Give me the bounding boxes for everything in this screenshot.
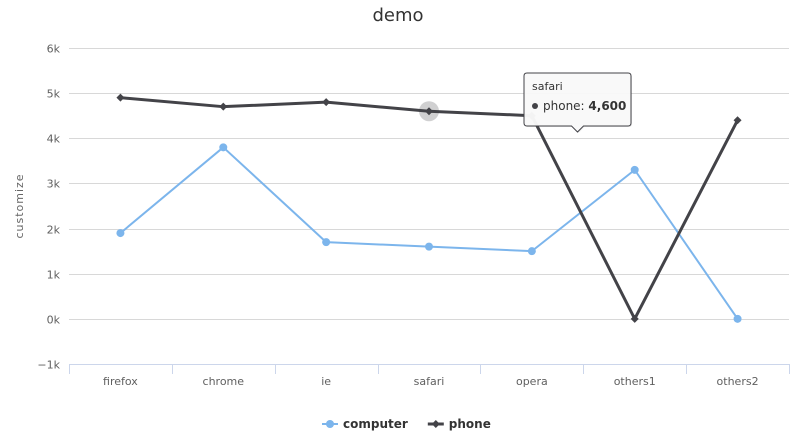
tooltip-box: [523, 72, 632, 133]
y-axis-label: customize: [13, 173, 26, 238]
data-point[interactable]: [425, 242, 433, 251]
tooltip-series-label: phone:: [543, 99, 588, 113]
data-point[interactable]: [116, 93, 125, 102]
data-point[interactable]: [322, 98, 331, 107]
x-tick-label: firefox: [103, 375, 138, 388]
series-line-phone: [118, 96, 740, 321]
y-tick-label: 1k: [47, 269, 61, 282]
series-layer: [116, 93, 742, 323]
data-point[interactable]: [630, 314, 639, 323]
grid-lines: [69, 48, 789, 320]
x-tick-label: others1: [614, 375, 656, 388]
legend-item-computer[interactable]: computer: [322, 417, 408, 431]
legend-label: computer: [343, 417, 408, 431]
tooltip-value: 4,600: [588, 99, 626, 113]
legend-label: phone: [449, 417, 491, 431]
tooltip-text: phone: 4,600: [543, 99, 626, 113]
y-tick-label: 6k: [47, 43, 61, 56]
data-point[interactable]: [116, 229, 125, 238]
y-axis: −1k 0k 1k 2k 3k 4k 5k 6k: [37, 43, 60, 372]
legend-item-phone[interactable]: phone: [427, 417, 491, 431]
legend-marker: [326, 420, 334, 428]
data-point[interactable]: [322, 238, 331, 247]
series-line-computer: [119, 146, 739, 320]
x-tick-label: opera: [516, 375, 548, 388]
x-tick-label: ie: [321, 375, 331, 388]
tooltip: safari phone: 4,600: [523, 72, 632, 133]
series-computer: [116, 143, 742, 323]
tooltip-category: safari: [532, 80, 563, 93]
x-tick-label: safari: [414, 375, 445, 388]
y-tick-label: 0k: [47, 314, 61, 327]
y-tick-label: 5k: [47, 88, 61, 101]
legend: computer phone: [322, 417, 491, 431]
y-tick-label: 3k: [47, 178, 61, 191]
tooltip-series-dot: [532, 103, 538, 109]
data-point[interactable]: [527, 247, 536, 256]
x-tick-label: others2: [717, 375, 759, 388]
x-tick-label: chrome: [203, 375, 245, 388]
data-point[interactable]: [733, 116, 742, 125]
data-point[interactable]: [219, 143, 228, 152]
x-axis: firefox chrome ie safari opera others1 others2: [69, 364, 790, 388]
data-point[interactable]: [630, 165, 639, 174]
chart-title: demo: [372, 5, 423, 26]
y-tick-label: −1k: [37, 359, 60, 372]
y-tick-label: 4k: [47, 133, 61, 146]
y-tick-label: 2k: [47, 224, 61, 237]
legend-marker: [431, 420, 440, 428]
data-point[interactable]: [733, 314, 742, 323]
data-point[interactable]: [219, 102, 228, 111]
series-phone: [116, 93, 742, 323]
data-point[interactable]: [425, 107, 433, 116]
